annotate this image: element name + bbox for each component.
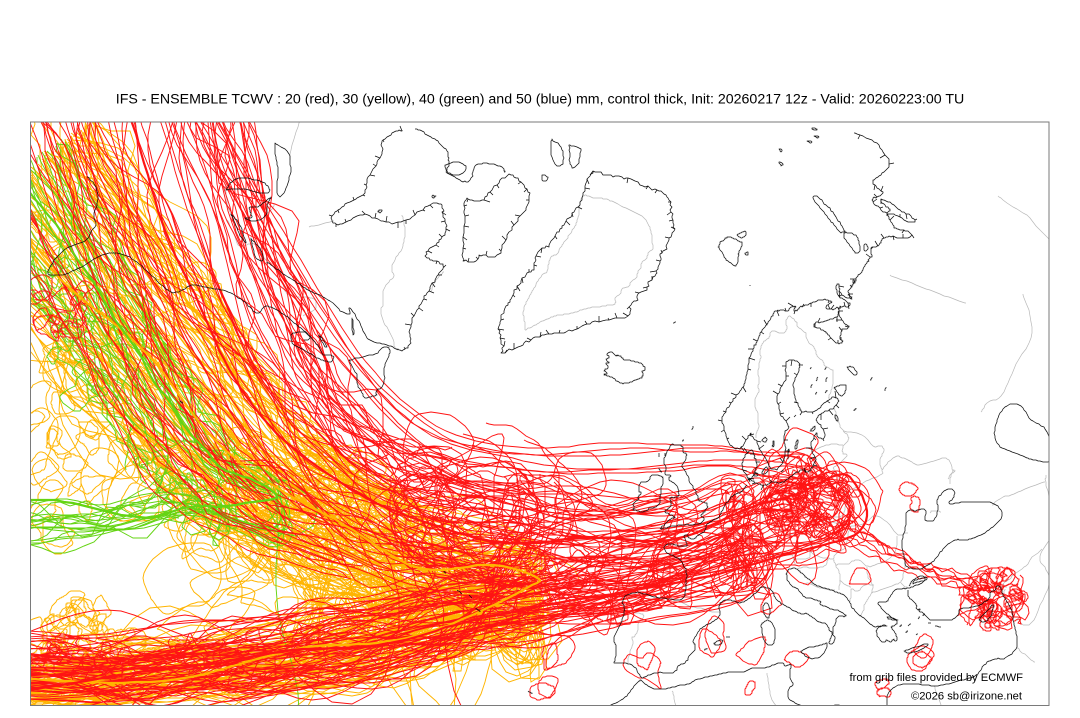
svg-text:©2026 sb@irizone.net: ©2026 sb@irizone.net (911, 691, 1023, 703)
svg-text:from grib files provided by EC: from grib files provided by ECMWF (850, 672, 1024, 684)
svg-text:IFS - ENSEMBLE TCWV : 20 (red): IFS - ENSEMBLE TCWV : 20 (red), 30 (yell… (116, 92, 965, 108)
